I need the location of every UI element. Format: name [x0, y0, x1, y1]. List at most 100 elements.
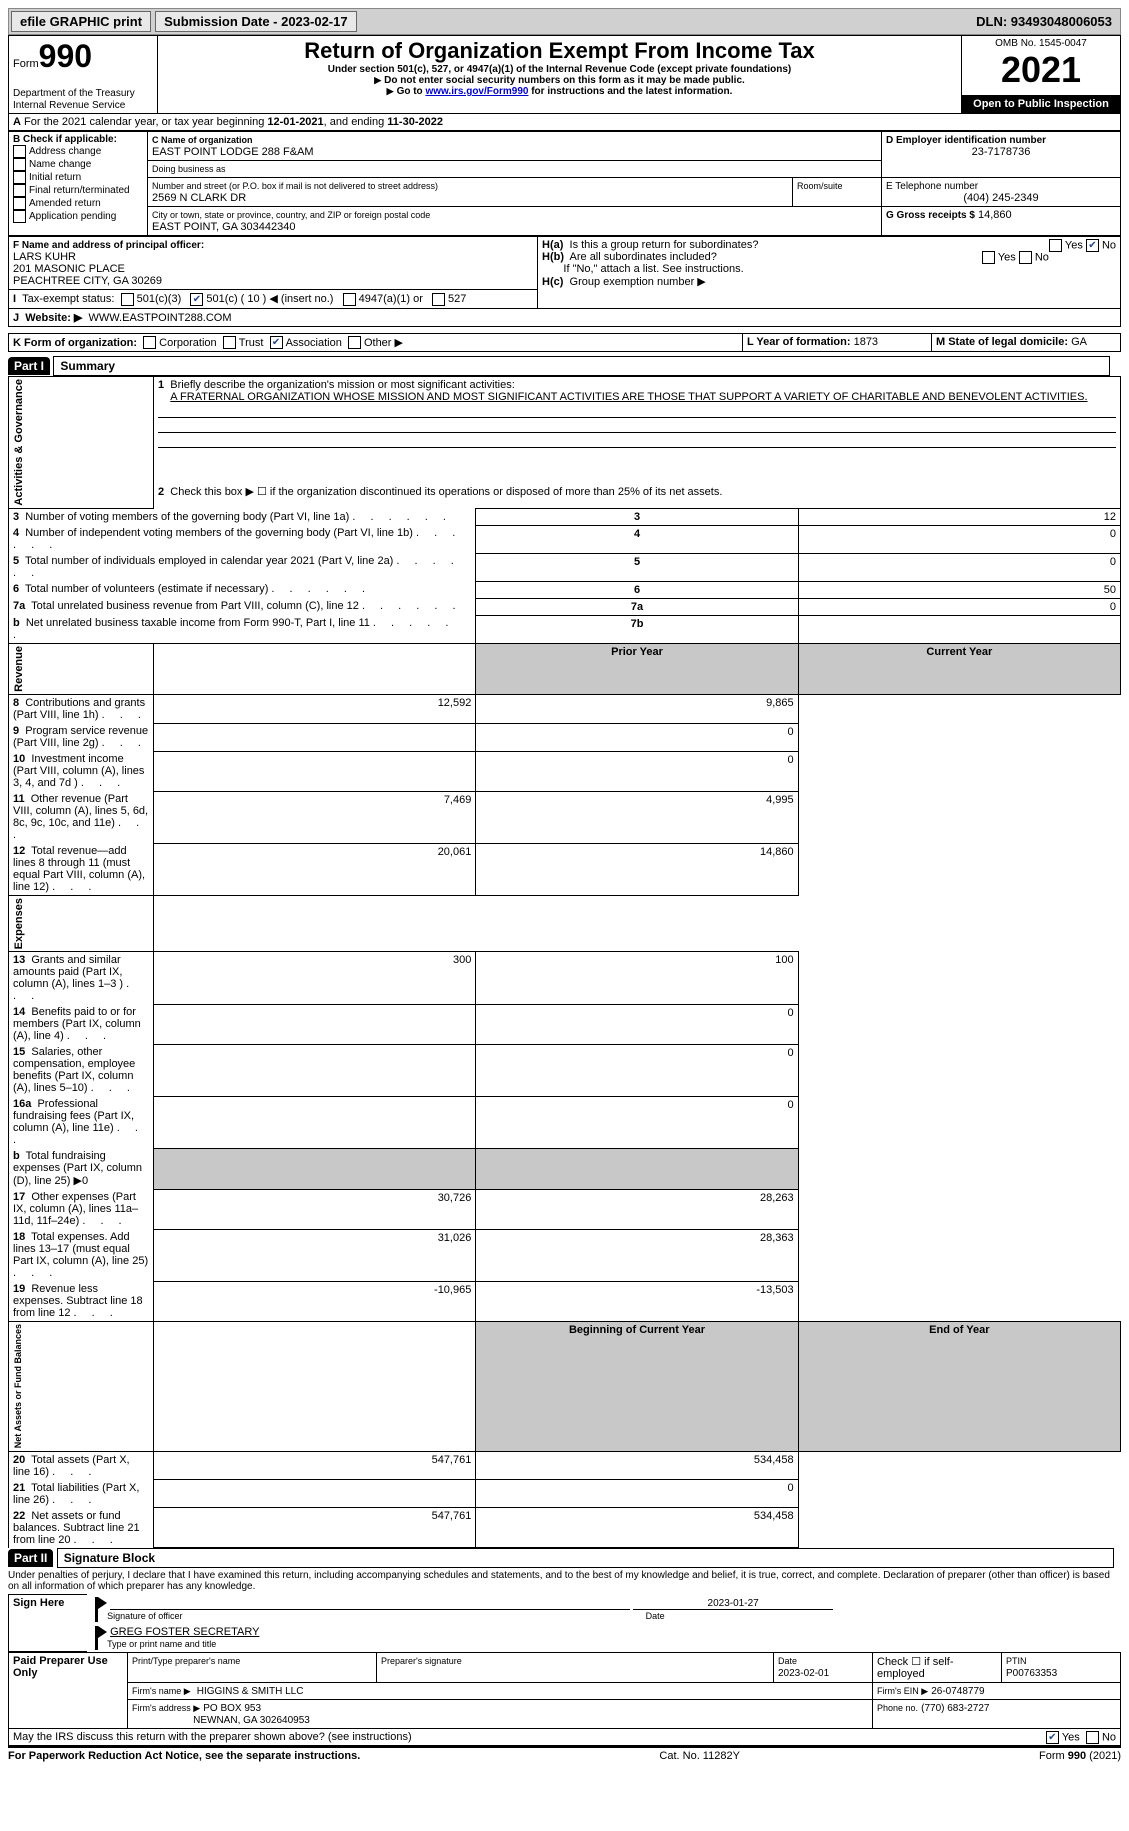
arrow-icon — [387, 86, 397, 97]
i-checkbox[interactable] — [190, 293, 203, 306]
b-checkbox[interactable] — [13, 158, 26, 171]
col-end: End of Year — [798, 1322, 1120, 1451]
open-to-public: Open to Public Inspection — [962, 96, 1121, 114]
yes-label: Yes — [1065, 239, 1083, 251]
prep-sig-label: Preparer's signature — [381, 1656, 462, 1666]
footer-mid: Cat. No. 11282Y — [659, 1750, 740, 1762]
k-checkbox[interactable] — [143, 336, 156, 349]
section-expenses: Expenses — [13, 898, 25, 949]
part-ii-title: Signature Block — [57, 1548, 1114, 1568]
officer-name: LARS KUHR — [13, 251, 76, 263]
b-item-label: Application pending — [29, 211, 116, 222]
hb-note: If "No," attach a list. See instructions… — [563, 263, 743, 275]
perjury-text: Under penalties of perjury, I declare th… — [8, 1568, 1121, 1594]
prep-date-label: Date — [778, 1656, 797, 1666]
form-title: Return of Organization Exempt From Incom… — [162, 38, 957, 64]
street-value: 2569 N CLARK DR — [152, 192, 246, 204]
k-checkbox[interactable] — [348, 336, 361, 349]
no-label: No — [1035, 251, 1049, 263]
i-opt-label: 527 — [448, 293, 466, 305]
b-item-label: Final return/terminated — [29, 185, 130, 196]
entity-block: B Check if applicable: Address change Nam… — [8, 131, 1121, 236]
tax-year: 2021 — [966, 49, 1116, 91]
form-subtitle: Under section 501(c), 527, or 4947(a)(1)… — [162, 64, 957, 75]
ein-value: 23-7178736 — [886, 146, 1116, 158]
arrow-icon — [374, 75, 384, 86]
website-value: WWW.EASTPOINT288.COM — [89, 312, 232, 324]
firm-phone: (770) 683-2727 — [921, 1703, 989, 1714]
sig-date-value: 2023-01-27 — [633, 1598, 833, 1610]
i-checkbox[interactable] — [432, 293, 445, 306]
submission-date-button[interactable]: Submission Date - 2023-02-17 — [155, 11, 357, 32]
street-label: Number and street (or P.O. box if mail i… — [152, 181, 438, 191]
form-header: Form990 Department of the Treasury Inter… — [8, 35, 1121, 114]
officer-addr2: PEACHTREE CITY, GA 30269 — [13, 275, 162, 287]
k-checkbox[interactable] — [223, 336, 236, 349]
klm-block: K Form of organization: Corporation Trus… — [8, 333, 1121, 353]
discuss-no-checkbox[interactable] — [1086, 1731, 1099, 1744]
hb-yes-checkbox[interactable] — [982, 251, 995, 264]
footer-right: Form 990 (2021) — [1039, 1750, 1121, 1762]
d-label: D Employer identification number — [886, 135, 1046, 146]
dept-label: Department of the Treasury — [13, 88, 135, 99]
state-domicile: GA — [1071, 336, 1087, 348]
sig-officer-label: Signature of officer — [107, 1611, 182, 1621]
firm-addr1: PO BOX 953 — [203, 1703, 261, 1714]
yes-label: Yes — [1062, 1732, 1080, 1744]
year-formation: 1873 — [854, 336, 878, 348]
summary-table: Activities & Governance 1 Briefly descri… — [8, 376, 1121, 1548]
k-checkbox[interactable] — [270, 336, 283, 349]
i-label: Tax-exempt status: — [22, 293, 114, 305]
form-word: Form — [13, 58, 39, 70]
col-current: Current Year — [798, 644, 1120, 695]
i-opt-label: 501(c)(3) — [137, 293, 182, 305]
b-checkbox[interactable] — [13, 145, 26, 158]
page-footer: For Paperwork Reduction Act Notice, see … — [8, 1746, 1121, 1762]
part-ii-badge: Part II — [8, 1549, 53, 1567]
officer-printed-name: GREG FOSTER SECRETARY — [110, 1626, 259, 1638]
period-begin: 12-01-2021 — [267, 116, 323, 128]
preparer-block: Paid Preparer Use Only Print/Type prepar… — [8, 1652, 1121, 1729]
officer-type-label: Type or print name and title — [107, 1639, 216, 1649]
k-opt-label: Other ▶ — [364, 337, 403, 349]
k-opt-label: Association — [286, 337, 342, 349]
i-checkbox[interactable] — [121, 293, 134, 306]
hc-label: Group exemption number ▶ — [570, 276, 706, 288]
i-checkbox[interactable] — [343, 293, 356, 306]
b-item-label: Name change — [29, 159, 91, 170]
sign-here-label: Sign Here — [13, 1597, 64, 1609]
note-goto-post: for instructions and the latest informat… — [528, 86, 732, 97]
l2-text: Check this box ▶ ☐ if the organization d… — [170, 486, 722, 498]
b-checkbox[interactable] — [13, 210, 26, 223]
b-checkbox[interactable] — [13, 184, 26, 197]
f-label: F Name and address of principal officer: — [13, 240, 204, 251]
phone-value: (404) 245-2349 — [886, 192, 1116, 204]
col-begin: Beginning of Current Year — [476, 1322, 798, 1451]
ha-no-checkbox[interactable] — [1086, 239, 1099, 252]
ha-yes-checkbox[interactable] — [1049, 239, 1062, 252]
officer-block: F Name and address of principal officer:… — [8, 236, 1121, 309]
sig-arrow-icon — [98, 1626, 107, 1638]
line-a: A For the 2021 calendar year, or tax yea… — [8, 114, 1121, 131]
firm-addr-label: Firm's address ▶ — [132, 1703, 200, 1713]
discuss-label: May the IRS discuss this return with the… — [13, 1731, 412, 1743]
i-opt-label: 4947(a)(1) or — [359, 293, 423, 305]
k-label: K Form of organization: — [13, 337, 137, 349]
yes-label: Yes — [998, 251, 1016, 263]
e-label: E Telephone number — [886, 181, 978, 192]
mission-text: A FRATERNAL ORGANIZATION WHOSE MISSION A… — [170, 391, 1087, 403]
discuss-yes-checkbox[interactable] — [1046, 1731, 1059, 1744]
officer-addr1: 201 MASONIC PLACE — [13, 263, 125, 275]
part-i-badge: Part I — [8, 357, 50, 375]
b-checkbox[interactable] — [13, 197, 26, 210]
b-item-label: Address change — [29, 146, 101, 157]
b-checkbox[interactable] — [13, 171, 26, 184]
hb-no-checkbox[interactable] — [1019, 251, 1032, 264]
l-label: L Year of formation: — [747, 336, 851, 348]
efile-print-button[interactable]: efile GRAPHIC print — [11, 11, 151, 32]
city-value: EAST POINT, GA 303442340 — [152, 221, 296, 233]
b-label: B Check if applicable: — [13, 134, 143, 145]
dba-label: Doing business as — [152, 164, 226, 174]
dln-label: DLN: 93493048006053 — [968, 12, 1120, 31]
form990-link[interactable]: www.irs.gov/Form990 — [425, 86, 528, 97]
